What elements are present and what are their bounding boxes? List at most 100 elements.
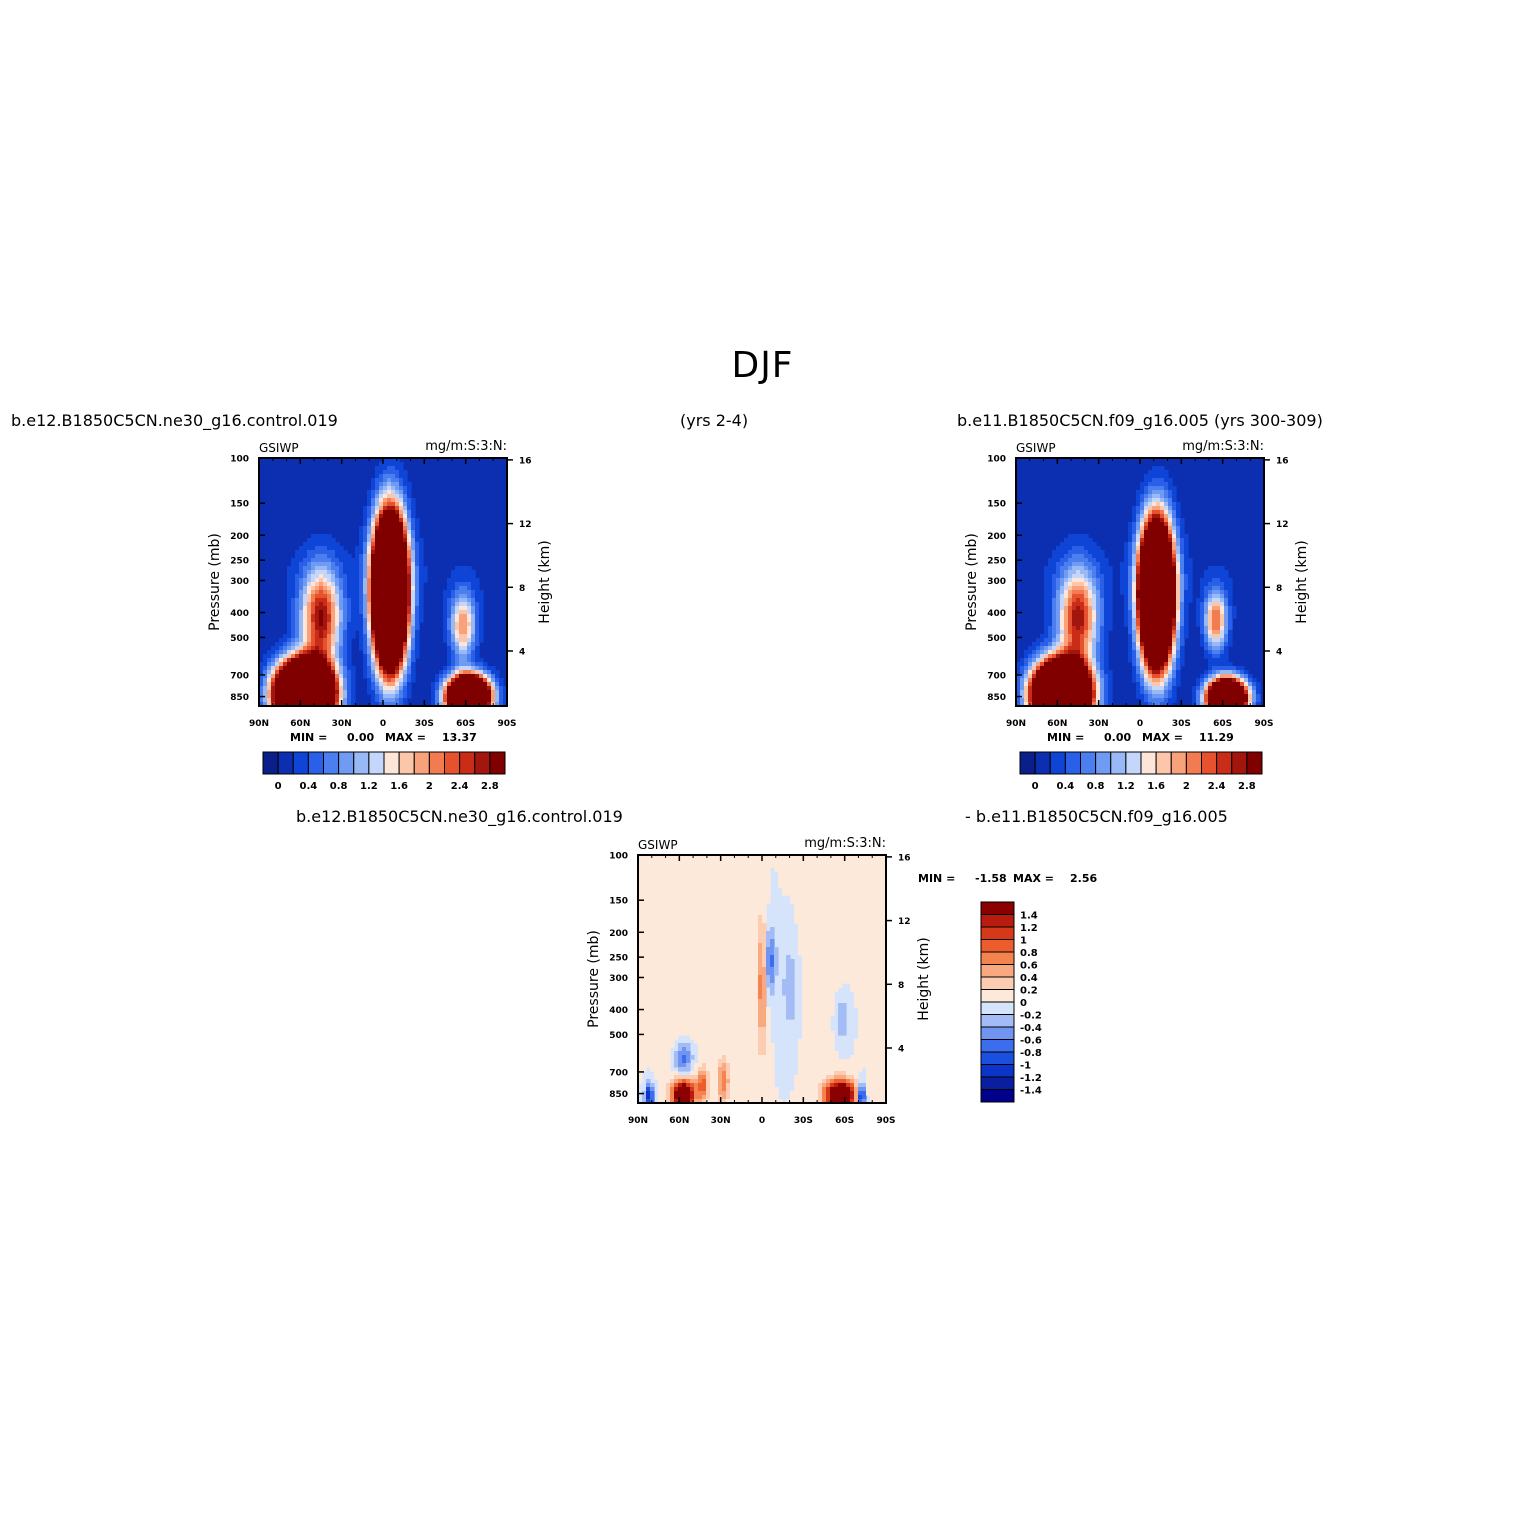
heatmap-cell [1184, 594, 1189, 599]
heatmap-cell [1224, 642, 1229, 647]
heatmap-cell [1256, 702, 1261, 706]
heatmap-cell [463, 566, 468, 571]
heatmap-cell [335, 558, 340, 563]
heatmap-cell [395, 490, 400, 495]
heatmap-cell [311, 610, 316, 615]
heatmap-cell [483, 682, 488, 687]
heatmap-cell [287, 606, 292, 611]
heatmap-cell [331, 638, 336, 643]
heatmap-cell [1152, 590, 1157, 595]
heatmap-cell [263, 694, 268, 699]
heatmap-cell [650, 1039, 655, 1044]
heatmap-cell [1128, 554, 1133, 559]
heatmap-cell [1080, 694, 1085, 699]
heatmap-cell [355, 590, 360, 595]
heatmap-cell [1064, 630, 1069, 635]
heatmap-cell [646, 1043, 651, 1048]
heatmap-cell [431, 694, 436, 699]
heatmap-cell [1216, 634, 1221, 639]
heatmap-cell [1072, 686, 1077, 691]
heatmap-cell [1048, 654, 1053, 659]
heatmap-cell [1136, 602, 1141, 607]
heatmap-cell [662, 915, 667, 920]
heatmap-cell [670, 979, 675, 984]
heatmap-cell [682, 967, 687, 972]
heatmap-cell [1204, 570, 1209, 575]
heatmap-cell [1024, 662, 1029, 667]
heatmap-cell [399, 494, 404, 499]
heatmap-cell [678, 939, 683, 944]
heatmap-cell [335, 582, 340, 587]
heatmap-cell [299, 642, 304, 647]
heatmap-cell [1156, 542, 1161, 547]
heatmap-cell [1060, 546, 1065, 551]
heatmap-cell [1132, 518, 1137, 523]
heatmap-cell [666, 999, 671, 1004]
heatmap-cell [1152, 646, 1157, 651]
heatmap-cell [399, 542, 404, 547]
heatmap-cell [407, 582, 412, 587]
heatmap-cell [395, 522, 400, 527]
heatmap-cell [407, 666, 412, 671]
heatmap-cell [407, 678, 412, 683]
heatmap-cell [375, 518, 380, 523]
heatmap-cell [638, 959, 643, 964]
heatmap-cell [1080, 582, 1085, 587]
heatmap-cell [395, 634, 400, 639]
heatmap-cell [367, 598, 372, 603]
heatmap-cell [1092, 610, 1097, 615]
heatmap-cell [319, 562, 324, 567]
heatmap-cell [654, 883, 659, 888]
heatmap-cell [303, 626, 308, 631]
heatmap-cell [1172, 634, 1177, 639]
heatmap-cell [343, 678, 348, 683]
heatmap-cell [323, 654, 328, 659]
heatmap-cell [1172, 682, 1177, 687]
heatmap-cell [638, 1027, 643, 1032]
heatmap-cell [1136, 686, 1141, 691]
heatmap-cell [411, 578, 416, 583]
heatmap-cell [1064, 622, 1069, 627]
heatmap-cell [327, 602, 332, 607]
heatmap-cell [1072, 642, 1077, 647]
heatmap-cell [399, 606, 404, 611]
heatmap-cell [467, 654, 472, 659]
heatmap-cell [467, 582, 472, 587]
heatmap-cell [654, 1071, 659, 1076]
heatmap-cell [1020, 666, 1025, 671]
heatmap-cell [1208, 638, 1213, 643]
heatmap-cell [1152, 574, 1157, 579]
heatmap-cell [1148, 602, 1153, 607]
heatmap-cell [1172, 518, 1177, 523]
heatmap-cell [439, 682, 444, 687]
heatmap-cell [307, 550, 312, 555]
heatmap-cell [1092, 582, 1097, 587]
heatmap-cell [638, 971, 643, 976]
heatmap-cell [1076, 646, 1081, 651]
heatmap-cell [1208, 606, 1213, 611]
heatmap-cell [491, 670, 496, 675]
heatmap-cell [678, 1083, 683, 1088]
heatmap-cell [391, 506, 396, 511]
heatmap-cell [1108, 618, 1113, 623]
heatmap-cell [459, 578, 464, 583]
colorbar-box [323, 751, 340, 775]
heatmap-cell [1220, 626, 1225, 631]
heatmap-cell [1096, 566, 1101, 571]
heatmap-cell [1144, 626, 1149, 631]
heatmap-cell [1132, 678, 1137, 683]
heatmap-cell [1156, 650, 1161, 655]
heatmap-cell [475, 678, 480, 683]
heatmap-cell [315, 674, 320, 679]
heatmap-cell [363, 666, 368, 671]
heatmap-cell [1048, 582, 1053, 587]
heatmap-cell [1236, 698, 1241, 703]
heatmap-cell [654, 1031, 659, 1036]
heatmap-cell [1072, 634, 1077, 639]
heatmap-cell [383, 554, 388, 559]
heatmap-cell [355, 586, 360, 591]
heatmap-cell [443, 598, 448, 603]
heatmap-cell [347, 622, 352, 627]
heatmap-cell [259, 678, 264, 683]
heatmap-cell [1016, 690, 1021, 695]
